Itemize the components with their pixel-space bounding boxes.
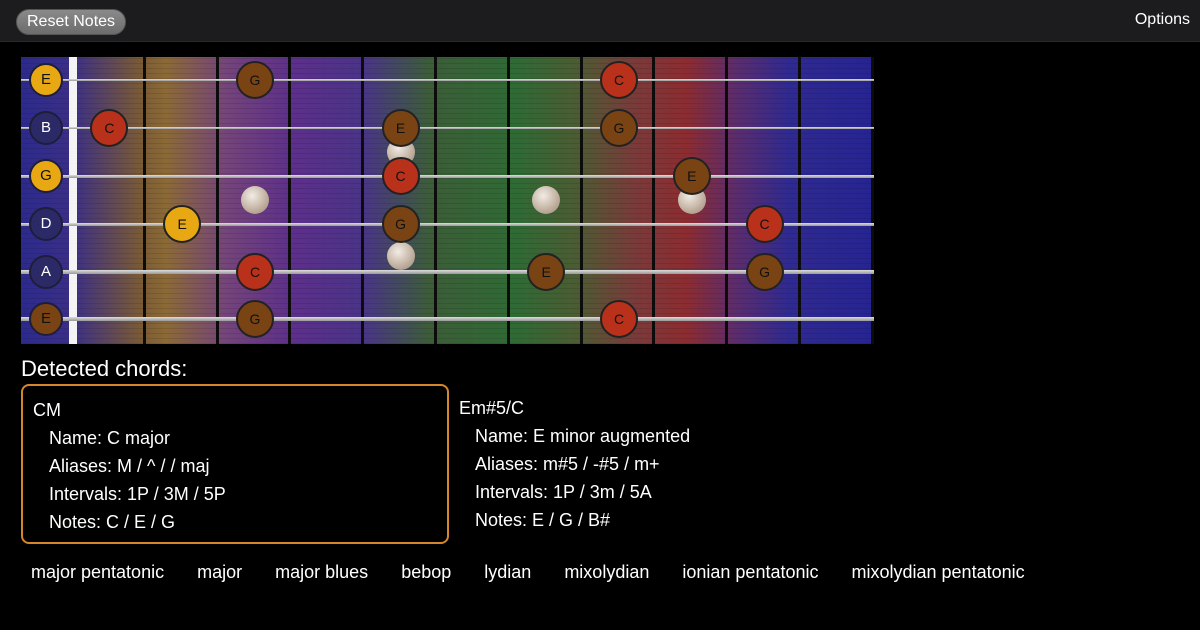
- fret-wire: [652, 57, 656, 344]
- fretboard-note[interactable]: E: [381, 109, 420, 147]
- chord-aliases: Aliases: M / ^ / / maj: [49, 456, 210, 476]
- fretboard-note[interactable]: E: [163, 205, 202, 243]
- reset-notes-button[interactable]: Reset Notes: [16, 9, 127, 35]
- fret-inlay-marker: [532, 186, 561, 214]
- open-string-note[interactable]: B: [29, 111, 63, 145]
- guitar-string: [21, 222, 874, 226]
- open-string-note[interactable]: A: [29, 255, 63, 289]
- fretboard-note[interactable]: C: [600, 300, 638, 338]
- fret-wire: [288, 57, 292, 344]
- fretboard-note[interactable]: C: [381, 157, 420, 195]
- top-toolbar: Reset Notes Options: [0, 0, 1200, 42]
- chord-notes: Notes: C / E / G: [49, 512, 176, 532]
- guitar-string: [21, 317, 874, 321]
- open-string-note[interactable]: D: [29, 207, 63, 241]
- fret-wire: [361, 57, 365, 344]
- guitar-string: [21, 174, 874, 178]
- fret-inlay-marker: [386, 242, 415, 270]
- scale-item-bebop[interactable]: bebop: [401, 562, 452, 582]
- fretboard-note[interactable]: C: [90, 109, 129, 147]
- guitar-string: [21, 270, 874, 274]
- open-string-note[interactable]: E: [29, 302, 63, 336]
- guitar-string: [21, 79, 874, 81]
- chord-name: Name: C major: [49, 428, 171, 448]
- fret-wire: [579, 57, 583, 344]
- scale-item-mixolydian-pentatonic[interactable]: mixolydian pentatonic: [851, 562, 1025, 582]
- chord-intervals: Intervals: 1P / 3m / 5A: [475, 482, 652, 502]
- options-button[interactable]: Options: [1134, 11, 1190, 28]
- scale-item-lydian[interactable]: lydian: [484, 562, 532, 582]
- open-string-note[interactable]: G: [29, 159, 63, 193]
- fretboard-nut: [69, 57, 77, 344]
- chord-symbol: CM: [33, 400, 61, 420]
- chord-name: Name: E minor augmented: [475, 426, 691, 446]
- fretboard-note[interactable]: E: [672, 157, 711, 195]
- chord-card-cm[interactable]: CM Name: C major Aliases: M / ^ / / maj …: [21, 384, 449, 544]
- chord-notes: Notes: E / G / B#: [475, 510, 611, 530]
- fretboard-note[interactable]: G: [600, 109, 638, 147]
- scale-suggestions: major pentatonic major major blues bebop…: [21, 558, 1181, 606]
- fret-wire: [506, 57, 510, 344]
- scale-item-mixolydian[interactable]: mixolydian: [564, 562, 650, 582]
- detected-chords-heading: Detected chords:: [21, 356, 188, 381]
- fretboard-note[interactable]: G: [236, 300, 274, 338]
- fret-inlay-marker: [241, 186, 269, 214]
- fret-wire: [215, 57, 219, 344]
- fret-wire: [798, 57, 801, 344]
- chord-intervals: Intervals: 1P / 3M / 5P: [49, 484, 226, 504]
- fretboard-note[interactable]: G: [745, 253, 784, 291]
- chord-symbol: Em#5/C: [459, 398, 525, 418]
- scale-item-major[interactable]: major: [197, 562, 243, 582]
- fret-wire: [434, 57, 437, 344]
- fret-wire: [142, 57, 146, 344]
- fretboard-note[interactable]: C: [745, 205, 784, 243]
- fretboard-note[interactable]: G: [236, 61, 274, 99]
- fretboard-note[interactable]: E: [527, 253, 566, 291]
- guitar-string: [21, 127, 874, 129]
- fretboard-note[interactable]: C: [600, 61, 638, 99]
- open-string-note[interactable]: E: [29, 63, 63, 97]
- scale-item-ionian-pentatonic[interactable]: ionian pentatonic: [682, 562, 819, 582]
- scale-item-major-blues[interactable]: major blues: [275, 562, 369, 582]
- fret-wire: [725, 57, 729, 344]
- scale-item-major-pentatonic[interactable]: major pentatonic: [31, 562, 165, 582]
- chord-card-em-aug-over-c[interactable]: Em#5/C Name: E minor augmented Aliases: …: [449, 384, 877, 544]
- fretboard-note[interactable]: G: [381, 205, 420, 243]
- chord-aliases: Aliases: m#5 / -#5 / m+: [475, 454, 660, 474]
- fret-wire: [870, 57, 874, 344]
- fretboard-note[interactable]: C: [236, 253, 274, 291]
